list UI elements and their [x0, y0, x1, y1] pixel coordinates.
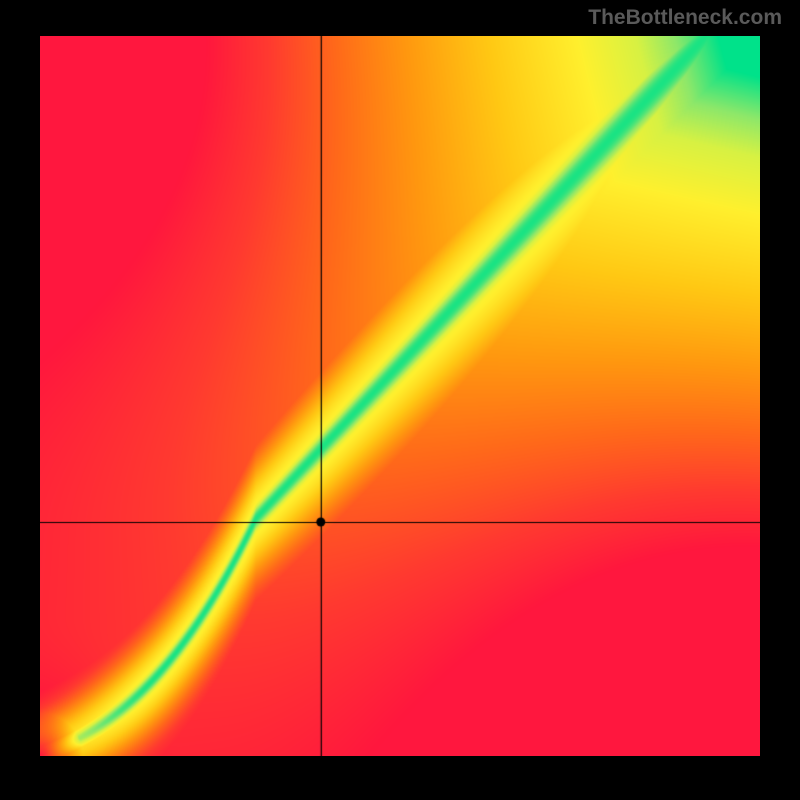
bottleneck-heatmap: [40, 36, 760, 756]
source-watermark: TheBottleneck.com: [588, 6, 782, 30]
